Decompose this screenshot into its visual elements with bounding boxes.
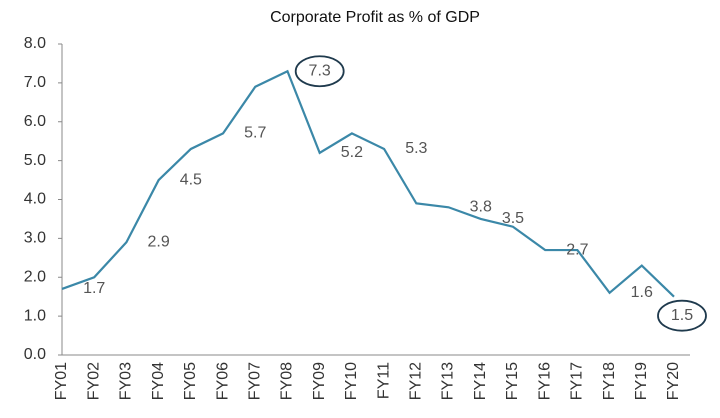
x-tick-label: FY17 — [569, 362, 586, 400]
y-tick-label: 8.0 — [24, 35, 46, 52]
data-label: 3.8 — [470, 198, 492, 215]
data-label: 1.5 — [671, 307, 693, 324]
x-tick-label: FY02 — [85, 362, 102, 400]
x-tick-label: FY16 — [536, 362, 553, 400]
x-tick-label: FY18 — [601, 362, 618, 400]
x-tick-label: FY08 — [279, 362, 296, 400]
chart-title: Corporate Profit as % of GDP — [270, 9, 480, 26]
y-tick-label: 5.0 — [24, 152, 46, 169]
x-tick-label: FY06 — [214, 362, 231, 400]
data-label: 7.3 — [309, 62, 331, 79]
data-label: 2.9 — [148, 233, 170, 250]
data-label: 5.7 — [244, 125, 266, 142]
x-tick-label: FY20 — [665, 362, 682, 400]
y-tick-label: 4.0 — [24, 191, 46, 208]
y-tick-label: 2.0 — [24, 268, 46, 285]
y-tick-label: 6.0 — [24, 113, 46, 130]
data-label: 5.2 — [341, 144, 363, 161]
data-label: 5.3 — [405, 140, 427, 157]
data-label: 4.5 — [180, 171, 202, 188]
y-tick-label: 0.0 — [24, 346, 46, 363]
x-tick-label: FY14 — [472, 362, 489, 400]
x-tick-label: FY04 — [150, 362, 167, 400]
highlight-circle — [294, 55, 345, 88]
x-tick-label: FY15 — [504, 362, 521, 400]
x-tick-label: FY05 — [182, 362, 199, 400]
x-tick-label: FY19 — [633, 362, 650, 400]
y-tick-label: 1.0 — [24, 307, 46, 324]
data-label: 3.5 — [502, 210, 524, 227]
data-label: 1.6 — [631, 284, 653, 301]
data-label: 2.7 — [566, 241, 588, 258]
x-tick-label: FY07 — [246, 362, 263, 400]
x-tick-label: FY09 — [311, 362, 328, 400]
data-label: 1.7 — [83, 280, 105, 297]
x-tick-label: FY12 — [408, 362, 425, 400]
y-tick-label: 7.0 — [24, 74, 46, 91]
highlight-circle — [657, 299, 707, 332]
y-tick-label: 3.0 — [24, 230, 46, 247]
x-tick-label: FY13 — [440, 362, 457, 400]
x-tick-label: FY01 — [53, 362, 70, 400]
x-tick-label: FY03 — [118, 362, 135, 400]
data-line — [61, 69, 675, 298]
x-tick-label: FY10 — [343, 362, 360, 400]
x-tick-label: FY11 — [375, 362, 392, 399]
